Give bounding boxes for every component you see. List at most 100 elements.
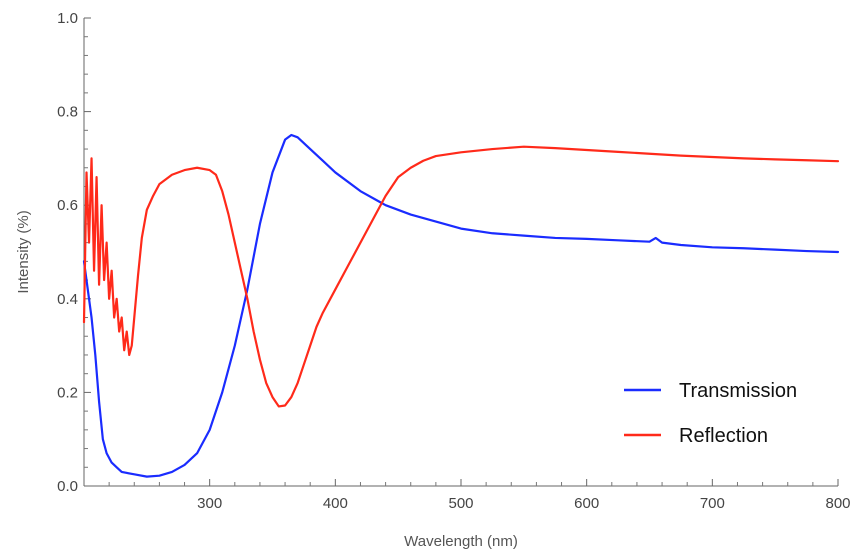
data-point-reflection	[253, 331, 255, 333]
data-point-reflection	[259, 359, 261, 361]
data-point-transmission	[360, 190, 362, 192]
data-point-reflection	[240, 270, 242, 272]
data-point-transmission	[291, 134, 293, 136]
y-tick-label: 0.2	[57, 384, 78, 401]
data-point-reflection	[837, 160, 839, 162]
data-point-reflection	[116, 298, 118, 300]
series-line-transmission	[82, 133, 840, 478]
data-point-reflection	[554, 147, 556, 149]
data-point-reflection	[410, 167, 412, 169]
data-point-reflection	[397, 176, 399, 178]
x-tick-label: 800	[825, 495, 850, 512]
data-point-transmission	[385, 204, 387, 206]
data-point-reflection	[322, 312, 324, 314]
y-tick-label: 0.4	[57, 291, 78, 308]
x-axis-title: Wavelength (nm)	[404, 533, 518, 550]
data-point-transmission	[492, 232, 494, 234]
data-point-transmission	[655, 237, 657, 239]
data-point-reflection	[492, 148, 494, 150]
data-point-reflection	[221, 190, 223, 192]
data-point-transmission	[774, 249, 776, 251]
data-point-transmission	[712, 247, 714, 249]
data-point-transmission	[121, 471, 123, 473]
data-point-reflection	[228, 214, 230, 216]
data-point-reflection	[88, 242, 90, 244]
data-point-transmission	[309, 148, 311, 150]
data-point-reflection	[108, 298, 110, 300]
x-tick-label: 500	[448, 495, 473, 512]
legend-label-reflection: Reflection	[679, 425, 768, 447]
data-point-transmission	[247, 289, 249, 291]
data-point-reflection	[712, 156, 714, 158]
series-layer	[82, 133, 840, 478]
data-point-reflection	[284, 405, 286, 407]
data-point-transmission	[106, 452, 108, 454]
data-point-reflection	[335, 289, 337, 291]
data-point-transmission	[98, 401, 100, 403]
data-point-transmission	[209, 429, 211, 431]
data-point-transmission	[171, 471, 173, 473]
data-point-reflection	[171, 174, 173, 176]
data-point-transmission	[111, 462, 113, 464]
data-point-reflection	[101, 204, 103, 206]
data-point-reflection	[372, 218, 374, 220]
data-point-reflection	[146, 209, 148, 211]
data-point-transmission	[133, 474, 135, 476]
legend-label-transmission: Transmission	[679, 380, 797, 402]
data-point-transmission	[146, 476, 148, 478]
data-point-reflection	[385, 195, 387, 197]
data-point-reflection	[91, 158, 93, 160]
y-axis-title: Intensity (%)	[15, 210, 32, 293]
data-point-reflection	[93, 270, 95, 272]
data-point-reflection	[806, 159, 808, 161]
data-point-transmission	[234, 345, 236, 347]
data-point-reflection	[272, 396, 274, 398]
ticks-layer: 300 400 500 600 700 800 0.0 0.2 0.4 0.6 0.8 1.0	[57, 10, 850, 512]
data-point-reflection	[680, 155, 682, 157]
data-point-reflection	[133, 317, 135, 319]
data-point-reflection	[209, 169, 211, 171]
data-point-reflection	[743, 158, 745, 160]
y-tick-label: 0.6	[57, 197, 78, 214]
data-point-transmission	[435, 221, 437, 223]
data-point-reflection	[121, 317, 123, 319]
data-point-reflection	[103, 279, 105, 281]
data-point-transmission	[297, 137, 299, 139]
data-point-reflection	[128, 354, 130, 356]
data-point-transmission	[586, 238, 588, 240]
data-point-reflection	[316, 326, 318, 328]
data-point-reflection	[123, 349, 125, 351]
data-point-reflection	[113, 317, 115, 319]
x-tick-label: 700	[700, 495, 725, 512]
data-point-reflection	[291, 396, 293, 398]
data-point-reflection	[118, 331, 120, 333]
data-point-transmission	[221, 392, 223, 394]
data-point-reflection	[106, 242, 108, 244]
data-point-reflection	[111, 270, 113, 272]
data-point-reflection	[131, 345, 133, 347]
data-point-transmission	[617, 240, 619, 242]
x-tick-label: 600	[574, 495, 599, 512]
data-point-transmission	[322, 160, 324, 162]
data-point-reflection	[303, 364, 305, 366]
data-point-transmission	[460, 228, 462, 230]
series-line-reflection	[82, 145, 840, 408]
data-point-reflection	[297, 382, 299, 384]
data-point-reflection	[152, 195, 154, 197]
data-point-transmission	[102, 438, 104, 440]
data-point-reflection	[86, 172, 88, 174]
data-point-transmission	[743, 247, 745, 249]
data-point-reflection	[137, 275, 139, 277]
data-point-reflection	[196, 167, 198, 169]
data-point-reflection	[215, 174, 217, 176]
x-tick-label: 400	[323, 495, 348, 512]
data-point-transmission	[184, 464, 186, 466]
data-point-reflection	[423, 160, 425, 162]
data-point-reflection	[649, 153, 651, 155]
data-point-reflection	[774, 159, 776, 161]
data-point-reflection	[126, 331, 128, 333]
data-point-reflection	[586, 149, 588, 151]
data-point-transmission	[196, 452, 198, 454]
data-point-transmission	[837, 251, 839, 253]
